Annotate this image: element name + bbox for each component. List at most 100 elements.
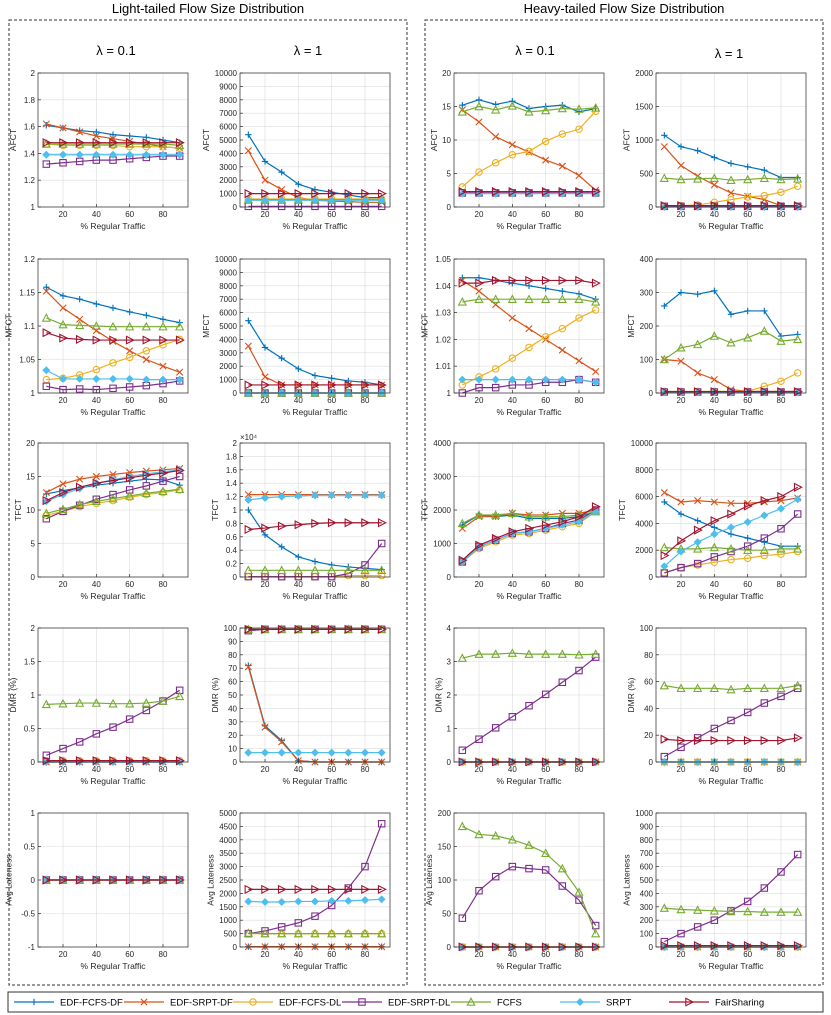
series-edf-srpt-dl-marker (59, 159, 67, 167)
series-edf-srpt-dl-marker (743, 542, 752, 550)
series-fairsharing-marker (777, 941, 787, 951)
series-edf-fcfs-df-marker (661, 498, 668, 506)
series-edf-srpt-dl-line (46, 155, 180, 165)
series-edf-fcfs-df-marker (143, 312, 150, 319)
series-fcfs-marker (776, 907, 786, 916)
y-tick-label: 90 (228, 637, 237, 646)
series-fairsharing-marker (175, 465, 185, 476)
x-axis-label: % Regular Traffic (282, 776, 348, 786)
legend-fairsharing-marker (685, 997, 695, 1007)
y-tick-label: 60 (644, 678, 653, 687)
series-edf-srpt-dl-marker (743, 708, 752, 717)
series-srpt-marker (793, 495, 802, 504)
series-srpt-marker (541, 375, 550, 384)
chart-light-tailed-flow-size-distribution-1-dmr: 0 10 20 30 40 50 60 70 80 90 100 20 40 60 80 % Regular … (210, 624, 391, 786)
series-fairsharing-marker (693, 941, 703, 951)
series-fcfs-marker (776, 174, 786, 184)
series-edf-fcfs-dl-marker (109, 359, 117, 367)
y-tick-label: 5000 (219, 322, 237, 331)
chart-heavy-tailed-flow-size-distribution-1-afct: 0 500 1000 1500 2000 20 40 60 80 % Regular Traffi… (622, 69, 807, 231)
x-axis-label: % Regular Traffic (496, 961, 562, 971)
x-tick-label: 20 (677, 765, 686, 774)
series-fcfs-marker (175, 484, 185, 493)
series-fcfs-marker (759, 326, 769, 335)
series-fairsharing-marker (42, 756, 52, 766)
series-srpt-marker (591, 378, 600, 387)
series-srpt-marker (508, 375, 517, 384)
series-edf-fcfs-dl-marker (558, 130, 567, 138)
x-tick-label: 80 (777, 950, 786, 959)
series-fairsharing-marker (575, 186, 585, 197)
y-axis-label: MFCT (4, 314, 14, 338)
series-fcfs-marker (524, 106, 534, 116)
y-tick-label: 5 (447, 170, 452, 179)
y-tick-label: 8000 (219, 282, 237, 291)
series-edf-srpt-df-marker (694, 369, 702, 377)
y-tick-label: 200 (640, 322, 654, 331)
x-tick-label: 20 (475, 396, 484, 405)
x-tick-label: 80 (361, 950, 370, 959)
series-fairsharing-marker (109, 756, 119, 766)
x-tick-label: 80 (777, 580, 786, 589)
series-edf-srpt-dl-marker (710, 724, 719, 733)
series-edf-srpt-dl-marker (377, 819, 386, 828)
y-tick-label: 0 (233, 943, 238, 952)
x-tick-label: 20 (59, 765, 68, 774)
y-tick-label: 6000 (219, 123, 237, 132)
series-edf-fcfs-dl-marker (710, 558, 719, 567)
series-edf-fcfs-dl-marker (777, 377, 785, 386)
series-edf-srpt-dl-marker (575, 666, 583, 675)
series-edf-fcfs-df-marker (245, 317, 252, 324)
series-edf-fcfs-df-marker (694, 517, 701, 524)
series-fairsharing-marker (760, 387, 770, 397)
series-fairsharing-marker (693, 387, 703, 397)
series-fcfs-marker (557, 103, 567, 113)
series-fcfs-marker (507, 294, 517, 303)
series-edf-fcfs-df-marker (744, 163, 751, 170)
series-edf-srpt-dl-marker (677, 563, 685, 572)
series-edf-srpt-df-marker (92, 132, 100, 140)
y-tick-label: 0 (31, 573, 36, 582)
series-edf-srpt-df-marker (76, 315, 84, 323)
series-fairsharing-marker (458, 186, 468, 197)
series-edf-srpt-dl-marker (777, 525, 785, 533)
series-edf-srpt-df-marker (244, 342, 252, 350)
series-edf-srpt-df-marker (677, 161, 685, 170)
series-srpt-marker (159, 150, 167, 159)
y-tick-label: 600 (640, 863, 654, 872)
series-srpt-marker (311, 748, 319, 757)
series-srpt-marker (541, 524, 550, 533)
x-tick-label: 80 (777, 396, 786, 405)
series-fairsharing-marker (591, 186, 601, 197)
series-fairsharing-marker (92, 335, 102, 345)
series-fairsharing-marker (508, 186, 518, 197)
legend-item-fairsharing: FairSharing (669, 997, 764, 1009)
x-tick-label: 40 (92, 580, 101, 589)
series-edf-fcfs-df-marker (43, 283, 50, 291)
series-edf-srpt-dl-marker (311, 912, 319, 920)
series-fairsharing-marker (294, 624, 304, 634)
series-edf-srpt-dl-line (462, 656, 597, 751)
series-edf-srpt-df-marker (710, 498, 718, 506)
series-edf-srpt-dl-marker (793, 510, 802, 518)
y-tick-label: 1.02 (435, 335, 451, 344)
series-edf-fcfs-dl-line (46, 338, 180, 381)
series-srpt-marker (277, 196, 286, 205)
series-edf-fcfs-df-marker (245, 131, 252, 138)
series-fairsharing-line (248, 522, 382, 531)
series-fcfs-marker (108, 321, 118, 331)
series-fairsharing-marker (575, 512, 585, 522)
series-fcfs-line (46, 143, 180, 146)
series-edf-fcfs-df-marker (525, 282, 533, 289)
series-edf-srpt-dl-line (664, 687, 798, 758)
series-edf-fcfs-df-marker (43, 122, 50, 129)
y-axis-label: DMR (%) (433, 677, 443, 712)
series-fairsharing-marker (311, 518, 321, 529)
x-tick-label: 20 (475, 210, 484, 219)
series-edf-srpt-dl-line (248, 823, 383, 935)
series-edf-fcfs-df-marker (542, 285, 549, 292)
series-fcfs-marker (158, 696, 168, 705)
series-edf-srpt-dl-marker (727, 716, 735, 725)
y-tick-label: 0 (447, 203, 452, 212)
